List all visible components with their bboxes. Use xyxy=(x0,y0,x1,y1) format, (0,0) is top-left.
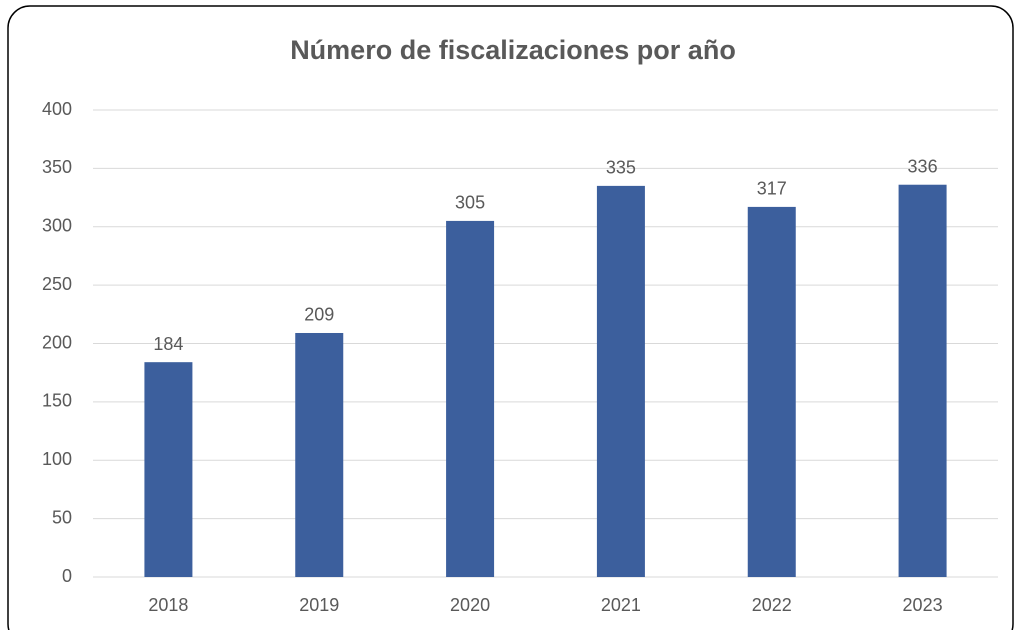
data-label: 184 xyxy=(153,334,183,354)
y-tick-label: 400 xyxy=(42,99,72,119)
bar xyxy=(596,185,645,577)
data-label: 317 xyxy=(757,179,787,199)
bar xyxy=(747,206,796,577)
data-label: 305 xyxy=(455,193,485,213)
bar xyxy=(295,332,344,577)
bar xyxy=(898,184,947,577)
x-tick-label: 2022 xyxy=(752,595,792,615)
y-tick-label: 100 xyxy=(42,449,72,469)
data-label: 336 xyxy=(908,156,938,176)
y-tick-label: 0 xyxy=(62,566,72,586)
y-tick-label: 200 xyxy=(42,332,72,352)
x-tick-label: 2023 xyxy=(903,595,943,615)
data-label: 209 xyxy=(304,305,334,325)
x-tick-label: 2018 xyxy=(148,595,188,615)
bar xyxy=(446,220,495,577)
y-tick-label: 50 xyxy=(52,507,72,527)
chart-title: Número de fiscalizaciones por año xyxy=(290,35,736,65)
y-tick-label: 150 xyxy=(42,391,72,411)
x-tick-label: 2019 xyxy=(299,595,339,615)
data-label: 335 xyxy=(606,158,636,178)
bar xyxy=(144,362,193,577)
y-tick-label: 250 xyxy=(42,274,72,294)
x-tick-label: 2020 xyxy=(450,595,490,615)
y-tick-label: 300 xyxy=(42,216,72,236)
y-tick-label: 350 xyxy=(42,157,72,177)
x-tick-label: 2021 xyxy=(601,595,641,615)
